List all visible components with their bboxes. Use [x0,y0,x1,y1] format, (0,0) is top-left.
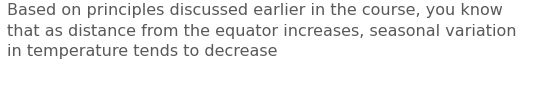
Text: Based on principles discussed earlier in the course, you know
that as distance f: Based on principles discussed earlier in… [7,3,517,59]
